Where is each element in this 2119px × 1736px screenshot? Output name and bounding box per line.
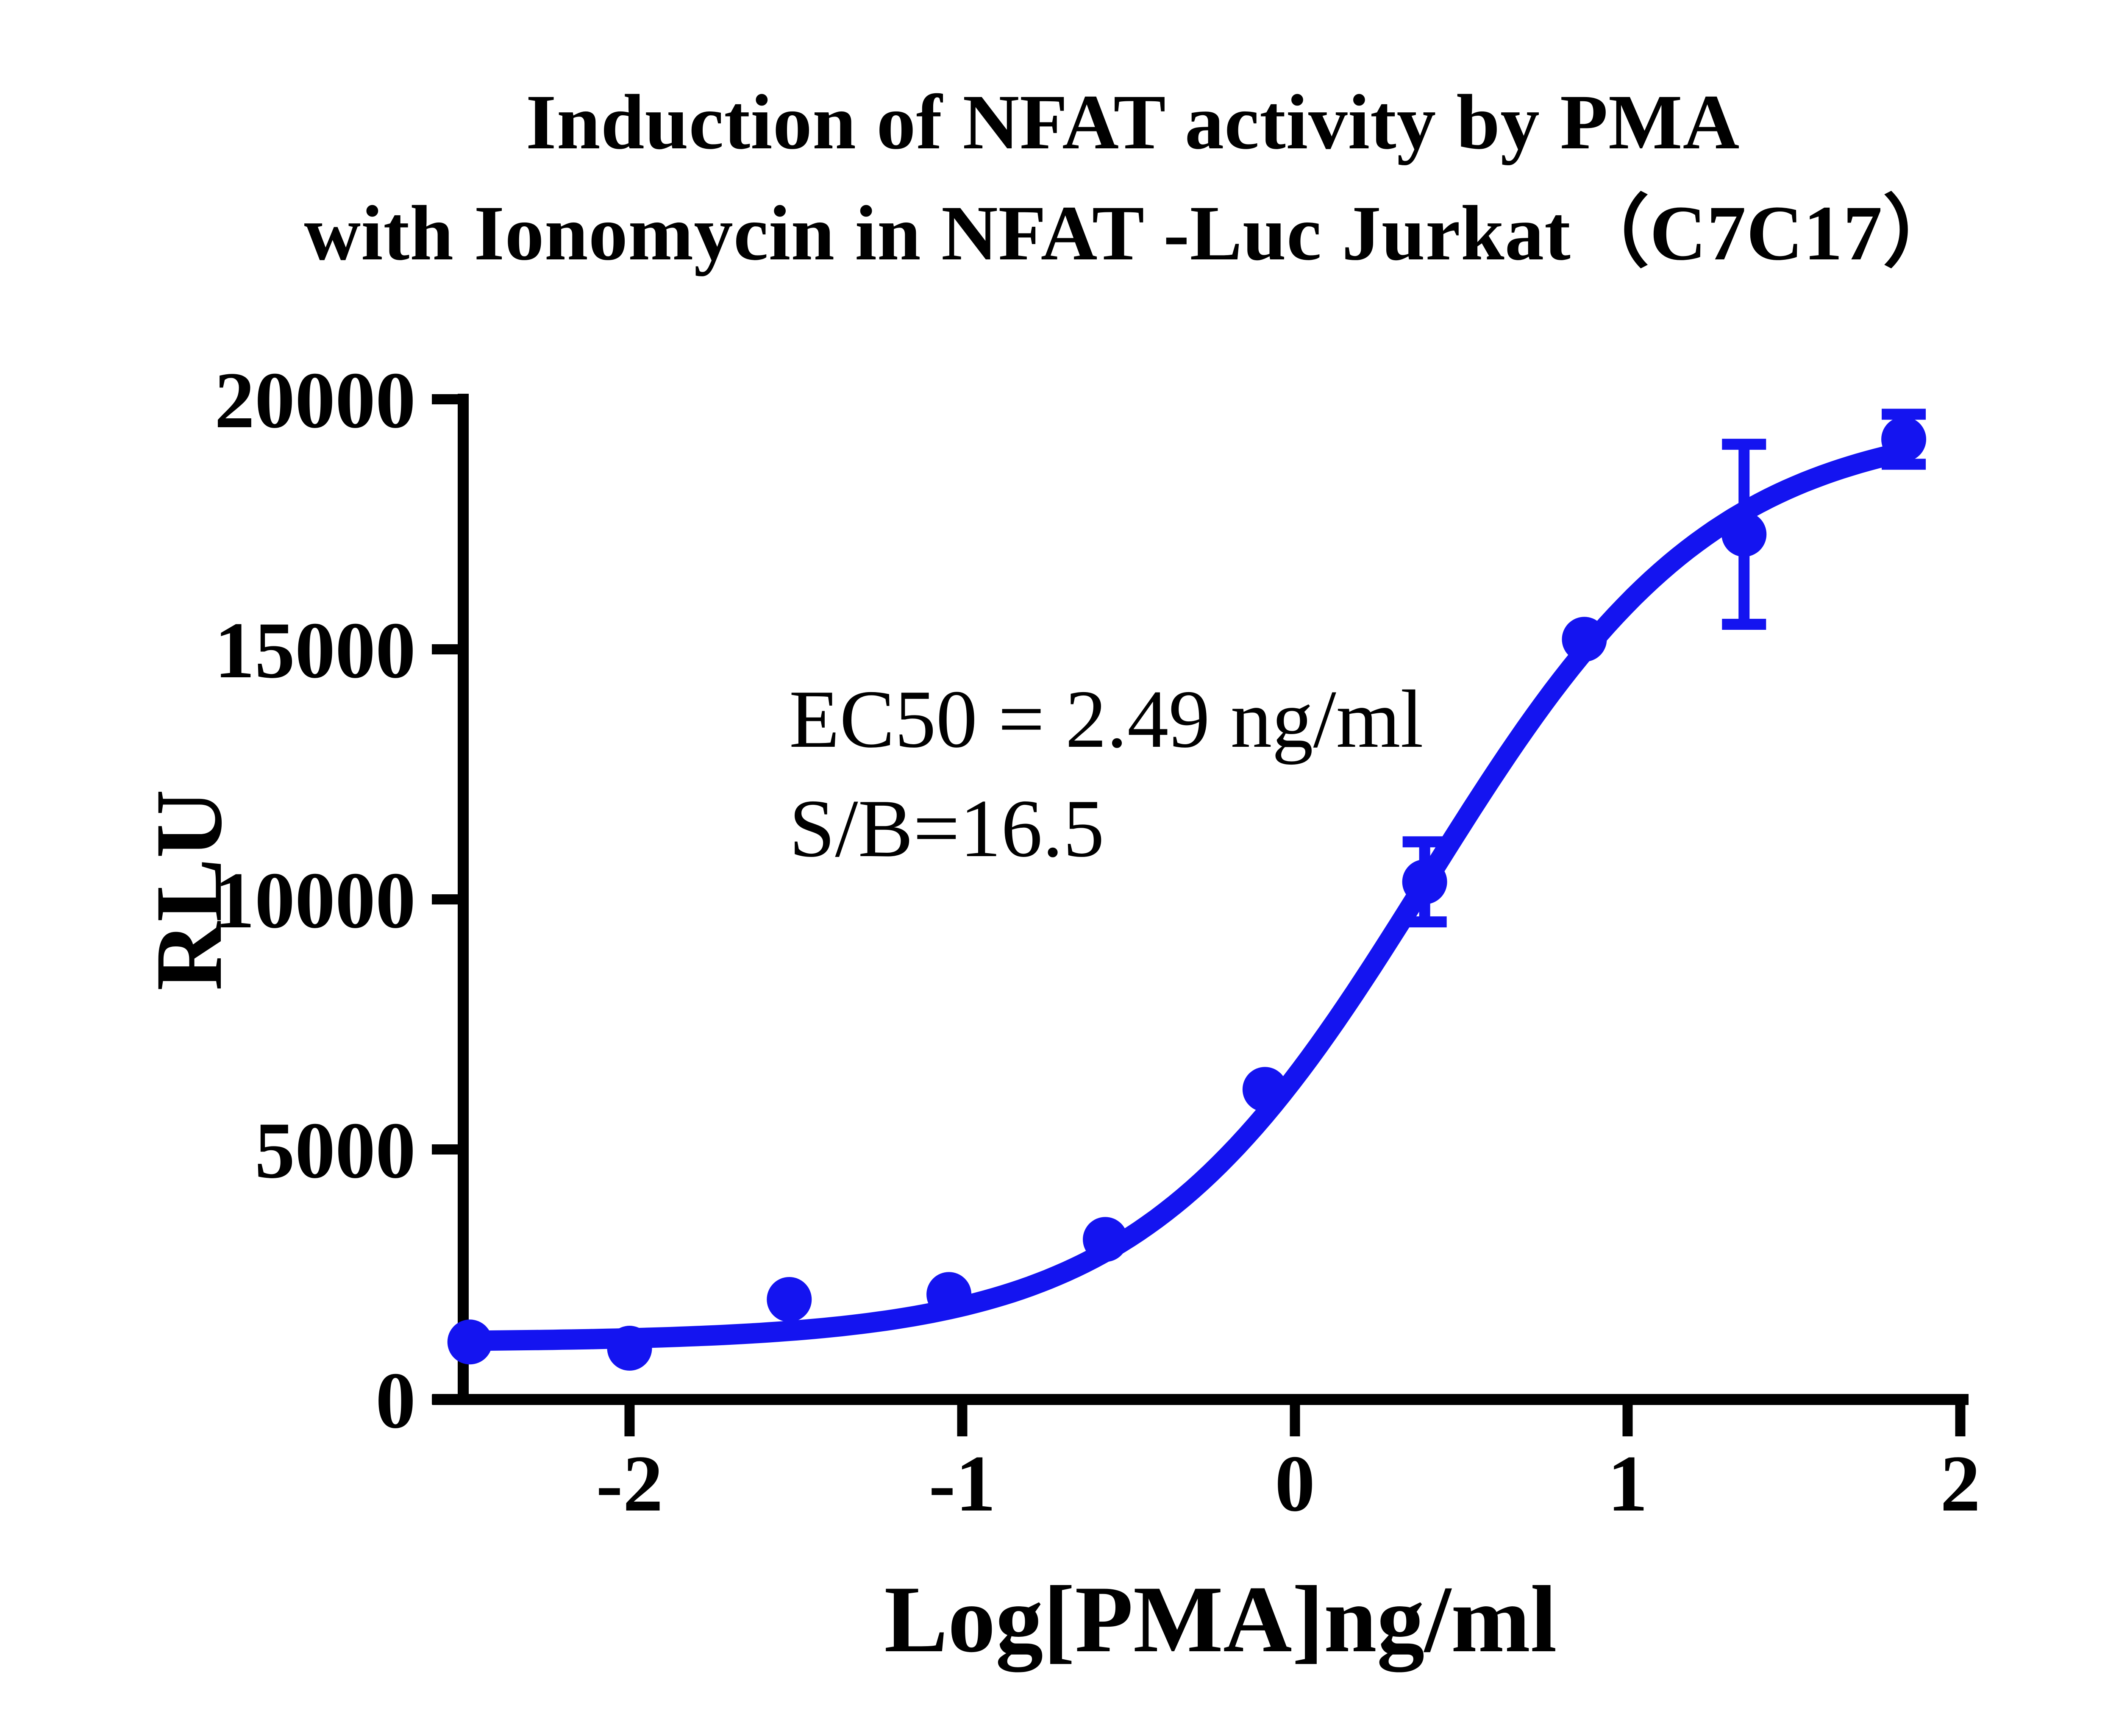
y-tick-label: 10000 bbox=[214, 856, 416, 945]
y-tick-label: 5000 bbox=[255, 1106, 416, 1195]
data-point bbox=[767, 1277, 812, 1322]
x-axis-title: Log[PMA]ng/ml bbox=[884, 1566, 1557, 1672]
y-tick-label: 0 bbox=[375, 1356, 416, 1445]
x-tick-label: 0 bbox=[1275, 1439, 1315, 1528]
fit-curve bbox=[453, 442, 1914, 1351]
data-point bbox=[1083, 1217, 1128, 1262]
data-point bbox=[926, 1272, 972, 1317]
x-tick-label: 1 bbox=[1607, 1439, 1648, 1528]
chart-title-line-1: Induction of NFAT activity by PMA bbox=[526, 79, 1740, 166]
data-point bbox=[607, 1326, 652, 1371]
data-point bbox=[447, 1319, 492, 1365]
chart-title-line-2: with Ionomycin in NFAT -Luc Jurkat（C7C17… bbox=[304, 190, 1962, 277]
y-tick-label: 15000 bbox=[214, 606, 416, 695]
data-point bbox=[1721, 512, 1767, 557]
y-tick-label: 20000 bbox=[214, 356, 416, 445]
data-point bbox=[1402, 859, 1447, 904]
x-tick-label: 2 bbox=[1940, 1439, 1980, 1528]
data-point bbox=[1242, 1067, 1288, 1112]
chart-title: Induction of NFAT activity by PMA with I… bbox=[0, 67, 2119, 289]
x-tick-label: -2 bbox=[596, 1439, 663, 1528]
signal-background-annotation: S/B=16.5 bbox=[789, 783, 1104, 874]
annotation-block: EC50 = 2.49 ng/ml S/B=16.5 bbox=[789, 665, 1424, 883]
data-point bbox=[1881, 417, 1927, 462]
x-tick-label: -1 bbox=[929, 1439, 996, 1528]
ec50-annotation: EC50 = 2.49 ng/ml bbox=[789, 673, 1424, 765]
data-point bbox=[1562, 617, 1607, 662]
